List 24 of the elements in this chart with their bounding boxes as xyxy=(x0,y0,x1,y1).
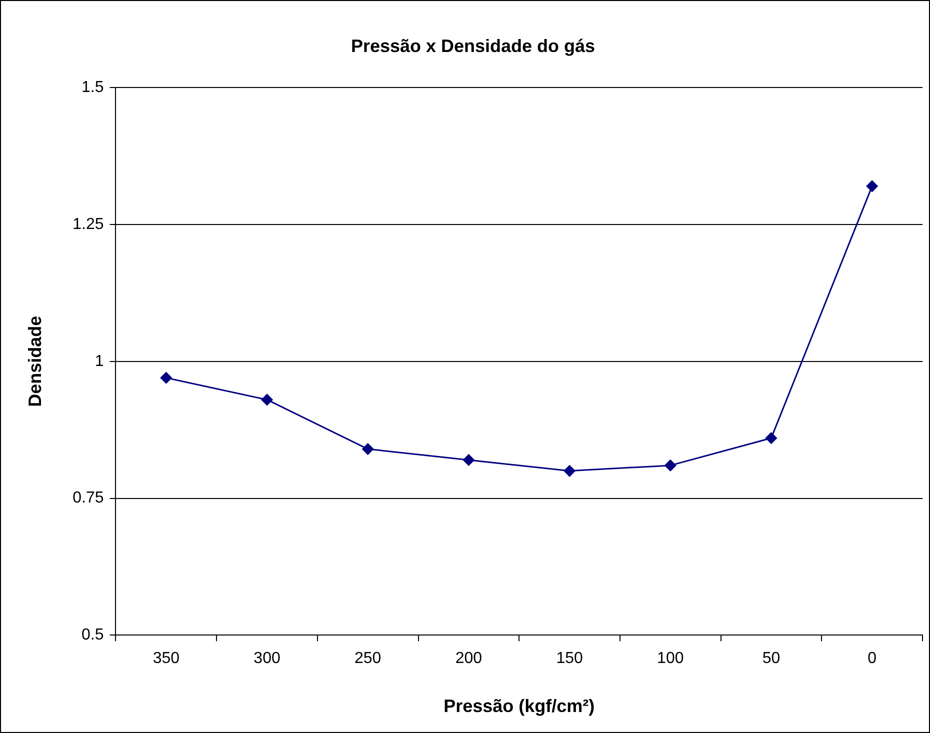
y-tick-label: 0.75 xyxy=(72,490,104,507)
y-tick-label: 1 xyxy=(94,352,104,370)
y-tick-label: 1.25 xyxy=(72,216,104,233)
chart-title: Pressão x Densidade do gás xyxy=(350,36,596,56)
x-tick-label: 150 xyxy=(556,650,583,668)
y-tick-label: 0.5 xyxy=(81,626,104,644)
x-tick-label: 50 xyxy=(762,650,780,668)
x-tick-label: 200 xyxy=(455,650,482,668)
point xyxy=(160,372,172,384)
x-tick-label: 100 xyxy=(657,650,684,668)
y-axis-title: Densidade xyxy=(24,316,45,407)
point xyxy=(462,454,474,466)
point xyxy=(261,394,273,406)
x-tick-label: 250 xyxy=(354,650,382,668)
x-tick-label: 300 xyxy=(254,650,280,668)
point xyxy=(765,432,777,444)
y-tick-label: 1.5 xyxy=(81,79,104,96)
point xyxy=(866,180,878,192)
x-tick-label: 0 xyxy=(868,650,877,668)
x-axis-title: Pressão (kgf/cm²) xyxy=(444,696,595,716)
point xyxy=(664,460,676,472)
x-tick-label: 350 xyxy=(152,650,180,668)
point xyxy=(564,465,576,477)
point xyxy=(362,443,374,455)
